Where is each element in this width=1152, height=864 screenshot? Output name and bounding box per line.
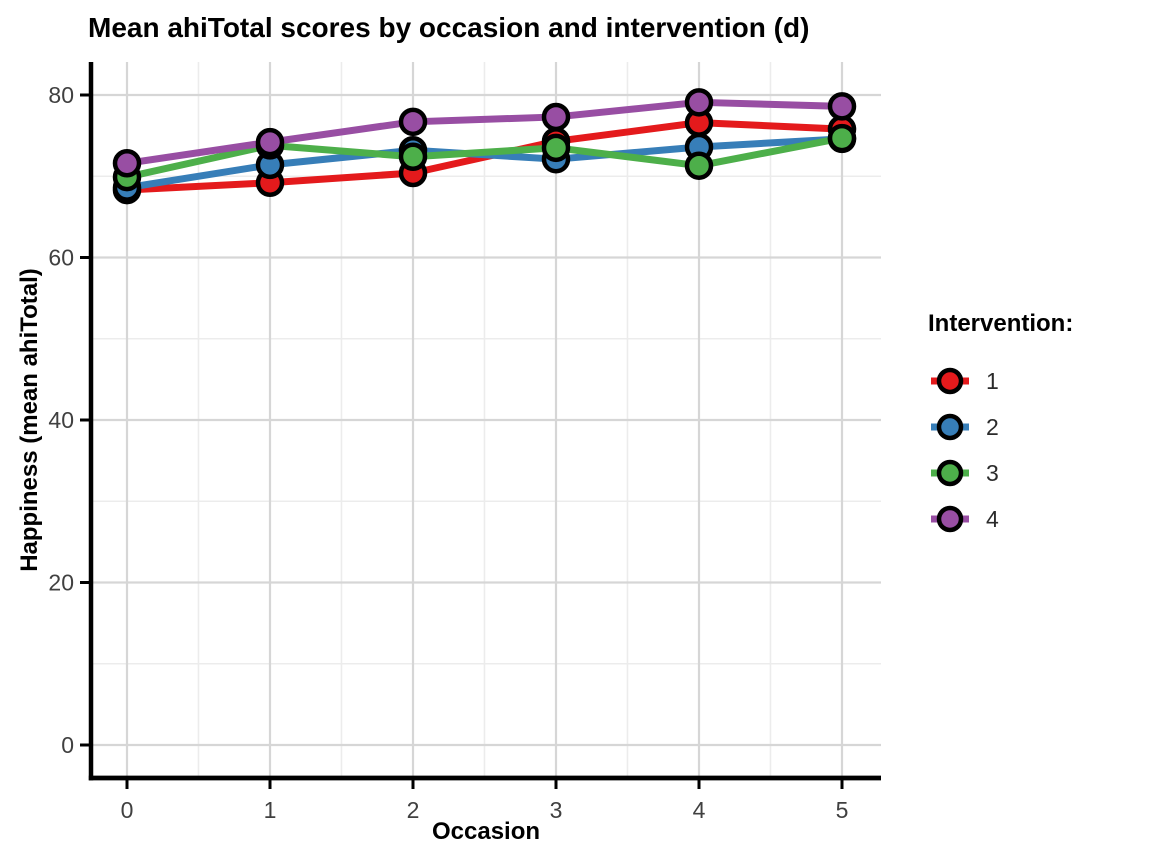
data-point-intervention-3-occasion-2 <box>398 142 428 171</box>
legend-items: 1 2 3 4 <box>928 358 1073 542</box>
data-point-intervention-4-occasion-4 <box>684 88 714 117</box>
x-tick-label: 4 <box>693 797 706 823</box>
chart-title: Mean ahiTotal scores by occasion and int… <box>88 12 810 43</box>
data-point-intervention-4-occasion-3 <box>541 102 571 132</box>
x-tick-label: 1 <box>264 797 277 823</box>
series-line-intervention-4 <box>126 98 843 167</box>
legend-key-icon <box>931 413 969 441</box>
x-tick-label: 5 <box>836 797 849 823</box>
x-tick-label: 3 <box>550 797 563 823</box>
y-tick-label: 80 <box>48 82 74 108</box>
data-point-intervention-4-occasion-5 <box>827 92 857 121</box>
legend-item-label: 1 <box>986 367 999 394</box>
y-tick-label: 20 <box>48 570 74 596</box>
data-point-intervention-4-occasion-1 <box>255 127 285 157</box>
x-tick-label: 0 <box>121 797 134 823</box>
legend-item-intervention-1: 1 <box>928 358 1073 404</box>
y-tick-label: 60 <box>48 245 74 271</box>
data-point-intervention-4-occasion-2 <box>398 107 428 137</box>
legend-item-intervention-3: 3 <box>928 450 1073 496</box>
data-point-intervention-4-occasion-0 <box>112 149 142 178</box>
legend-key-point <box>936 367 964 395</box>
y-tick-label: 40 <box>48 407 74 433</box>
gridlines-major <box>91 62 881 778</box>
legend-key-point <box>936 505 964 533</box>
y-axis-title: Happiness (mean ahiTotal) <box>16 268 43 572</box>
legend: Intervention: 1 2 3 4 <box>928 310 1073 542</box>
legend-key-point <box>936 459 964 487</box>
series-line-intervention-3 <box>126 134 843 181</box>
axes <box>88 62 881 781</box>
legend-item-label: 4 <box>986 505 999 532</box>
legend-item-label: 3 <box>986 459 999 486</box>
legend-key-icon <box>931 459 969 487</box>
series-lines <box>126 98 843 194</box>
y-tick-label: 0 <box>61 732 74 758</box>
legend-item-intervention-2: 2 <box>928 404 1073 450</box>
legend-item-intervention-4: 4 <box>928 496 1073 542</box>
legend-key-icon <box>931 505 969 533</box>
tick-marks: 0 1 2 3 4 5 0 20 40 60 80 <box>48 82 848 823</box>
data-point-intervention-3-occasion-4 <box>684 151 714 180</box>
series-points <box>112 88 857 205</box>
x-tick-label: 2 <box>407 797 420 823</box>
legend-key-icon <box>931 367 969 395</box>
data-point-intervention-3-occasion-5 <box>827 123 857 153</box>
legend-key-point <box>936 413 964 441</box>
legend-item-label: 2 <box>986 413 999 440</box>
data-point-intervention-3-occasion-3 <box>541 133 571 163</box>
x-axis-title: Occasion <box>431 818 541 845</box>
legend-title: Intervention: <box>928 310 1074 337</box>
